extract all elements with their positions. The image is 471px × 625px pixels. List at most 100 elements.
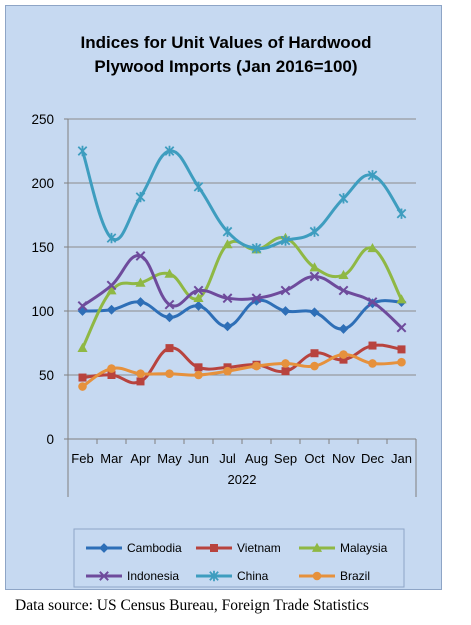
y-tick-label-50: 50 — [39, 368, 54, 383]
data-point-china-feb — [77, 145, 88, 157]
data-point-malaysia-may — [164, 268, 175, 278]
data-point-cambodia-apr — [135, 297, 146, 307]
data-point-malaysia-apr — [135, 277, 146, 287]
legend-label-brazil: Brazil — [340, 569, 370, 583]
x-tick-label-jul: Jul — [219, 451, 236, 466]
y-tick-label-0: 0 — [46, 432, 54, 447]
series-layer — [77, 145, 407, 391]
plot-area — [68, 119, 416, 439]
data-point-brazil-nov — [339, 350, 348, 359]
legend-entry-brazil: Brazil — [299, 569, 370, 583]
chart-title-line-2: Plywood Imports (Jan 2016=100) — [94, 57, 357, 76]
legend-box — [73, 528, 405, 588]
x-tick-label-aug: Aug — [245, 451, 268, 466]
y-tick-label-250: 250 — [31, 112, 54, 127]
legend-entry-malaysia: Malaysia — [299, 541, 388, 555]
data-point-china-nov — [338, 193, 349, 204]
x-tick-label-dec: Dec — [361, 451, 385, 466]
legend-swatch-marker-china — [209, 570, 219, 582]
data-point-china-jul — [222, 226, 233, 237]
data-point-vietnam-dec — [368, 341, 377, 350]
data-point-malaysia-feb — [77, 342, 88, 352]
legend-label-malaysia: Malaysia — [340, 541, 388, 555]
data-point-indonesia-mar — [106, 280, 117, 291]
series-china — [77, 145, 407, 254]
chart-title-line-1: Indices for Unit Values of Hardwood — [81, 33, 372, 52]
data-point-china-jan — [396, 208, 407, 219]
data-point-indonesia-dec — [367, 297, 378, 307]
data-point-brazil-feb — [78, 382, 87, 391]
data-point-cambodia-sep — [280, 306, 291, 316]
y-tick-label-100: 100 — [31, 304, 54, 319]
data-point-indonesia-sep — [280, 285, 291, 296]
axes: 0 50 100 150 200 250 Feb Mar Apr May Jun Jul Aug Sep O… — [31, 112, 417, 497]
data-point-indonesia-aug — [251, 293, 262, 304]
data-point-vietnam-jan — [397, 345, 406, 354]
x-axis-year-label: 2022 — [228, 472, 257, 487]
y-tick-label-200: 200 — [31, 176, 54, 191]
legend-label-china: China — [237, 569, 269, 583]
x-tick-label-jan: Jan — [391, 451, 412, 466]
legend-entry-indonesia: Indonesia — [86, 569, 179, 583]
data-source-note: Data source: US Census Bureau, Foreign T… — [15, 597, 369, 614]
data-point-vietnam-apr — [136, 377, 145, 386]
data-point-china-may — [164, 145, 175, 157]
data-point-cambodia-mar — [106, 304, 117, 315]
legend-label-vietnam: Vietnam — [237, 541, 281, 555]
data-point-vietnam-sep — [281, 367, 290, 376]
data-point-vietnam-oct — [310, 349, 319, 358]
legend-entry-china: China — [196, 569, 269, 583]
data-point-indonesia-apr — [135, 251, 146, 261]
data-point-brazil-jan — [397, 357, 406, 367]
data-point-malaysia-jun — [193, 292, 204, 303]
legend-swatch-marker-brazil — [312, 571, 322, 581]
legend-swatch-marker-indonesia — [99, 571, 109, 581]
data-point-malaysia-dec — [367, 243, 378, 253]
data-point-brazil-apr — [136, 369, 145, 379]
data-point-brazil-oct — [310, 361, 319, 371]
data-point-indonesia-jun — [193, 285, 204, 296]
x-tick-label-apr: Apr — [130, 451, 151, 466]
data-point-brazil-aug — [252, 361, 261, 371]
data-point-cambodia-jun — [193, 300, 204, 311]
data-point-vietnam-feb — [78, 373, 87, 382]
data-point-brazil-may — [165, 369, 174, 379]
data-point-cambodia-nov — [338, 324, 349, 334]
data-point-cambodia-oct — [309, 307, 320, 318]
data-point-indonesia-nov — [338, 285, 349, 296]
legend-entry-vietnam: Vietnam — [196, 541, 281, 555]
line-chart: Indices for Unit Values of Hardwood Plyw… — [31, 33, 417, 588]
data-point-china-apr — [135, 191, 146, 203]
data-point-cambodia-may — [164, 312, 175, 323]
legend-swatch-marker-cambodia — [99, 543, 109, 553]
x-tick-label-jun: Jun — [188, 451, 209, 466]
data-point-malaysia-jul — [222, 239, 233, 249]
x-tick-label-may: May — [157, 451, 182, 466]
x-tick-label-feb: Feb — [71, 451, 93, 466]
x-tick-label-oct: Oct — [304, 451, 325, 466]
data-point-cambodia-jul — [222, 321, 233, 332]
data-point-china-aug — [251, 243, 262, 254]
data-point-china-sep — [280, 235, 291, 246]
legend-entry-cambodia: Cambodia — [86, 541, 182, 555]
data-point-indonesia-oct — [309, 271, 320, 282]
data-point-brazil-dec — [368, 359, 377, 368]
legend: Cambodia Vietnam Malaysia Indonesia China Bra… — [86, 541, 388, 583]
data-point-brazil-mar — [107, 364, 116, 373]
series-indonesia — [77, 251, 407, 333]
data-point-vietnam-jun — [194, 363, 203, 372]
data-point-brazil-jul — [223, 366, 232, 376]
legend-label-indonesia: Indonesia — [127, 569, 179, 583]
data-point-malaysia-oct — [309, 262, 320, 272]
data-point-malaysia-nov — [338, 269, 349, 280]
chart-container: Indices for Unit Values of Hardwood Plyw… — [5, 5, 442, 590]
data-point-brazil-jun — [194, 370, 203, 380]
data-point-china-jun — [193, 181, 204, 193]
data-point-china-oct — [309, 226, 320, 237]
data-point-indonesia-jan — [396, 322, 407, 333]
data-point-brazil-sep — [281, 359, 290, 368]
x-tick-label-nov: Nov — [332, 451, 356, 466]
x-tick-label-sep: Sep — [274, 451, 297, 466]
data-point-indonesia-feb — [77, 300, 88, 311]
legend-swatch-marker-vietnam — [210, 544, 218, 552]
